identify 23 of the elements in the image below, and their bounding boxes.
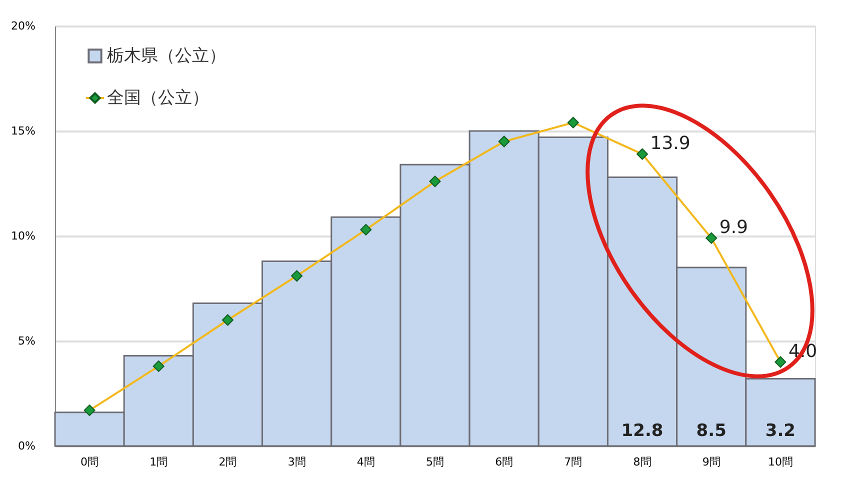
x-tick-label: 1問 [150,456,168,468]
x-tick-label: 3問 [288,456,306,468]
y-tick-label: 0% [18,440,36,452]
data-label: 8.5 [696,421,726,441]
x-tick-label: 0問 [80,456,99,468]
x-tick-label: 6問 [495,456,514,468]
y-tick-label: 5% [18,334,36,348]
y-tick-label: 15% [11,124,36,138]
data-label: 13.9 [650,133,690,154]
y-tick-label: 20% [11,20,36,32]
legend-label: 全国（公立） [107,88,209,108]
x-tick-label: 5問 [426,456,444,468]
data-label: 3.2 [765,421,796,441]
data-label: 9.9 [719,217,748,238]
data-label: 12.8 [621,421,664,441]
x-tick-label: 7問 [564,456,582,468]
x-tick-label: 4問 [356,456,375,468]
x-tick-label: 9問 [702,456,720,468]
x-tick-label: 2問 [218,456,237,468]
x-tick-label: 8問 [633,456,652,468]
y-tick-label: 10% [11,230,36,242]
x-tick-label: 10問 [768,456,793,468]
legend-label: 栃木県（公立） [107,46,226,66]
